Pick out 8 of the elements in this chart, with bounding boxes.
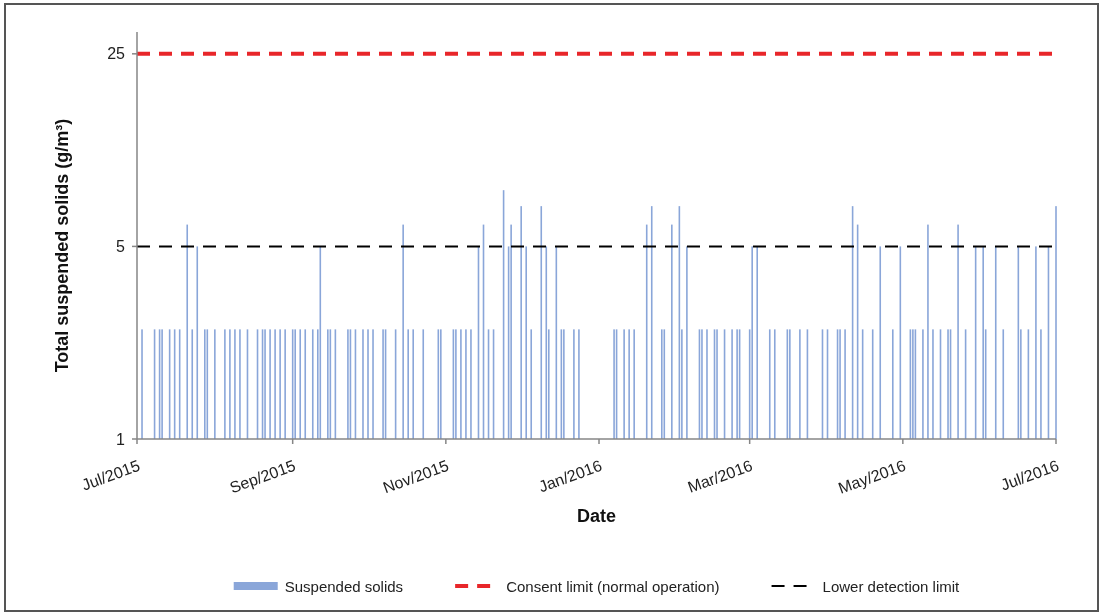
y-tick-label: 25 [107,45,126,63]
y-tick-label: 1 [116,430,126,448]
legend-label: Lower detection limit [822,577,961,595]
legend-label: Suspended solids [284,577,404,595]
y-axis-title: Total suspended solids (g/m³) [52,118,72,373]
legend-label: Consent limit (normal operation) [506,577,720,595]
y-tick-label: 5 [116,237,126,255]
x-axis-title: Date [576,506,617,526]
